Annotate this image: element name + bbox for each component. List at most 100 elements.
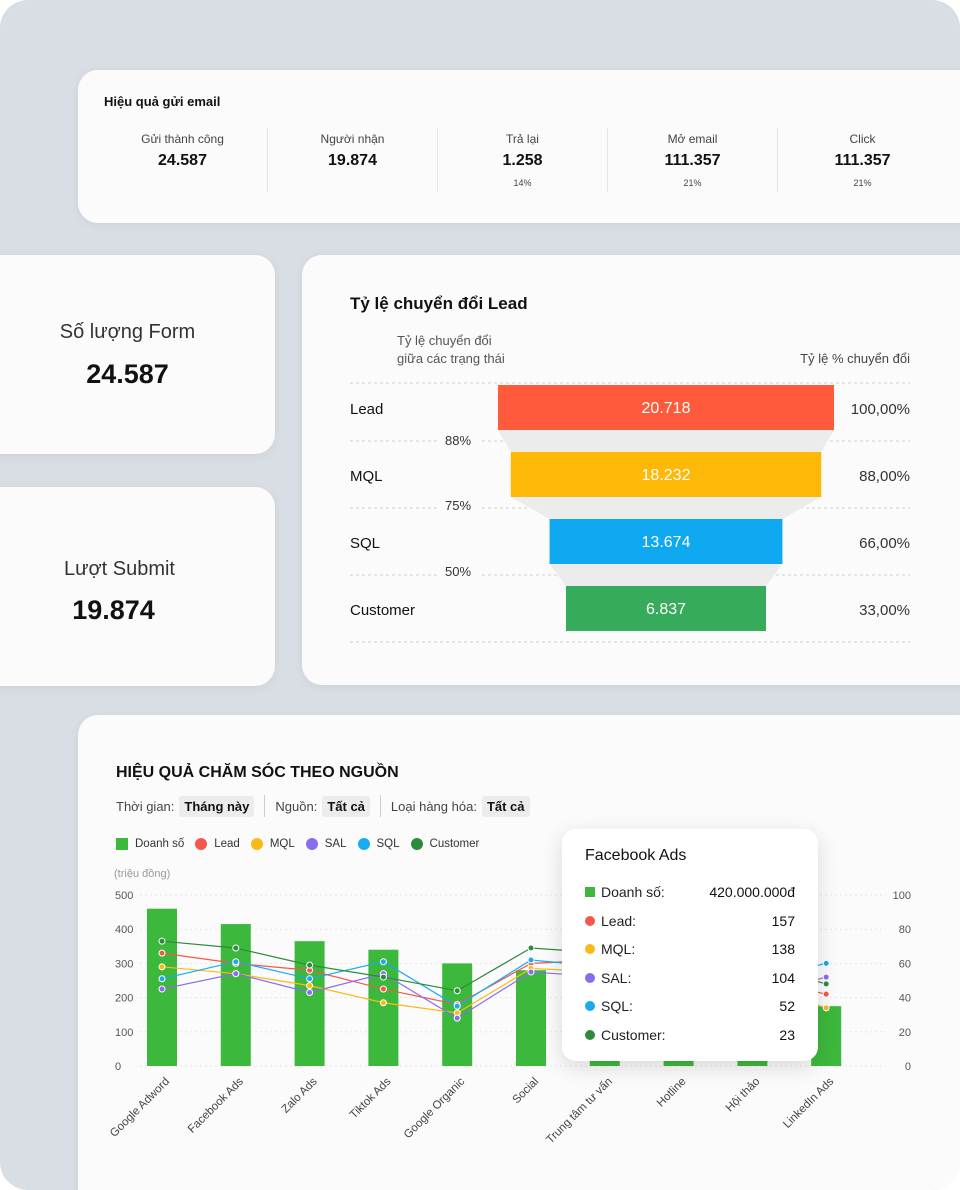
funnel-title: Tỷ lệ chuyển đổi Lead	[350, 294, 528, 313]
series-point-customer[interactable]	[527, 944, 535, 952]
tooltip-label: Doanh số:	[601, 884, 665, 900]
lead-conversion-card: Tỷ lệ chuyển đổi Lead Tỷ lệ chuyển đổi giữ…	[302, 255, 960, 685]
series-point-customer[interactable]	[232, 944, 240, 952]
legend-item[interactable]: SQL	[357, 838, 400, 850]
metric-value: 19.874	[328, 152, 377, 169]
series-point-sql[interactable]	[453, 1002, 461, 1010]
x-tick-label: Hotline	[655, 1076, 689, 1110]
series-point-customer[interactable]	[379, 973, 387, 981]
source-chart-title: HIỆU QUẢ CHĂM SÓC THEO NGUỒN	[116, 762, 399, 781]
tooltip-title: Facebook Ads	[585, 847, 687, 864]
series-point-sal[interactable]	[453, 1014, 461, 1022]
filter-product-select[interactable]: Tất cả	[481, 795, 530, 817]
tooltip-label: MQL:	[601, 941, 636, 958]
series-point-sal[interactable]	[232, 970, 240, 978]
metric-value: 24.587	[158, 152, 207, 169]
tooltip-label: SQL:	[601, 998, 633, 1015]
lead-funnel-chart: Tỷ lệ chuyển đổi Lead Tỷ lệ chuyển đổi giữ…	[350, 294, 910, 643]
tooltip-row: SAL: 104	[585, 968, 795, 988]
funnel-stage-percent: 33,00%	[859, 602, 910, 619]
funnel-connector	[510, 497, 822, 519]
form-count-card: Số lượng Form 24.587	[0, 255, 275, 454]
series-point-sal[interactable]	[306, 988, 314, 996]
legend-item[interactable]: Doanh số	[116, 838, 184, 850]
source-combo-chart: HIỆU QUẢ CHĂM SÓC THEO NGUỒN (triệu đồng)…	[108, 762, 911, 1146]
legend-label: Doanh số	[135, 838, 185, 850]
y-tick-label: 200	[115, 993, 133, 1005]
filter-time-select[interactable]: Tháng này	[179, 795, 255, 817]
tooltip-row: Doanh số: 420.000.000đ	[585, 882, 795, 902]
series-point-mql[interactable]	[822, 1004, 830, 1012]
series-point-lead[interactable]	[379, 985, 387, 993]
legend-label: Lead	[214, 838, 240, 850]
series-point-sal[interactable]	[822, 973, 830, 981]
legend-item[interactable]: Lead	[195, 838, 240, 850]
tooltip-swatch	[585, 1030, 595, 1040]
filter-source-select[interactable]: Tất cả	[322, 795, 370, 817]
legend-item[interactable]: MQL	[250, 838, 295, 850]
filter-time-label: Thời gian:	[116, 798, 175, 814]
funnel-rate-bg	[438, 432, 480, 449]
revenue-bar[interactable]	[368, 949, 399, 1066]
y-tick-label: 0	[115, 1061, 121, 1073]
filter-divider	[379, 795, 381, 817]
funnel-rate-bg	[438, 497, 480, 514]
legend-swatch	[305, 838, 318, 850]
series-point-lead[interactable]	[158, 949, 166, 957]
submit-count-label: Lượt Submit	[64, 558, 175, 580]
metric-label: Click	[849, 132, 876, 146]
series-point-customer[interactable]	[306, 961, 314, 969]
y-tick-label: 100	[115, 1027, 133, 1039]
metric-label: Mở email	[667, 132, 718, 146]
metric-percent: 21%	[683, 178, 702, 188]
revenue-bar[interactable]	[516, 970, 546, 1066]
chart-tooltip: Facebook Ads Doanh số: 420.000.000đ Lead: 1…	[562, 829, 818, 1061]
metric-percent: 14%	[513, 178, 532, 188]
metric-value: 111.357	[834, 152, 891, 169]
email-card-title: Hiệu quả gửi email	[104, 94, 221, 109]
series-point-sql[interactable]	[158, 975, 166, 983]
tooltip-row: Customer: 23	[585, 1025, 795, 1045]
funnel-rate-bg	[438, 563, 480, 580]
x-tick-label: Zalo Ads	[280, 1075, 320, 1115]
y2-tick-label: 40	[899, 993, 911, 1005]
funnel-right-header: Tỷ lệ % chuyển đổi	[800, 351, 910, 366]
metric-recipients: Người nhận 19.874	[268, 128, 438, 192]
revenue-bar[interactable]	[294, 941, 325, 1066]
series-point-customer[interactable]	[453, 987, 461, 995]
series-point-sql[interactable]	[527, 956, 535, 964]
legend-item[interactable]: Customer	[410, 838, 480, 850]
series-point-sql[interactable]	[822, 959, 830, 967]
funnel-stage-rate: 88%	[445, 433, 471, 448]
legend-item[interactable]: SAL	[305, 838, 347, 850]
submit-count-card: Lượt Submit 19.874	[0, 487, 275, 686]
tooltip-value: 157	[771, 912, 795, 929]
tooltip-row: MQL: 138	[585, 939, 795, 959]
x-tick-label: LinkedIn Ads	[781, 1075, 836, 1130]
funnel-bar-customer	[566, 586, 766, 631]
series-point-mql[interactable]	[158, 963, 166, 971]
funnel-stage-rate: 50%	[445, 564, 471, 579]
funnel-bar-mql	[510, 452, 822, 497]
series-point-customer[interactable]	[158, 937, 166, 945]
series-point-sal[interactable]	[158, 985, 166, 993]
funnel-bar-value: 13.674	[642, 534, 691, 551]
series-point-customer[interactable]	[822, 980, 830, 988]
funnel-left-header: Tỷ lệ chuyển đổi	[397, 333, 492, 348]
series-point-mql[interactable]	[379, 999, 387, 1007]
series-point-sal[interactable]	[527, 968, 535, 976]
legend-swatch	[357, 838, 370, 850]
series-point-sql[interactable]	[379, 958, 387, 966]
tooltip-swatch	[585, 915, 595, 926]
series-point-mql[interactable]	[306, 982, 314, 990]
series-point-lead[interactable]	[822, 990, 830, 998]
tooltip-value: 52	[779, 998, 795, 1015]
legend-label: Customer	[429, 838, 480, 850]
tooltip-value: 23	[779, 1027, 795, 1043]
y2-tick-label: 20	[899, 1027, 911, 1039]
funnel-stage-label: Customer	[350, 602, 415, 619]
series-point-sql[interactable]	[232, 958, 240, 966]
metric-opened: Mở email 111.357 21%	[608, 128, 778, 192]
series-point-sql[interactable]	[306, 975, 314, 983]
